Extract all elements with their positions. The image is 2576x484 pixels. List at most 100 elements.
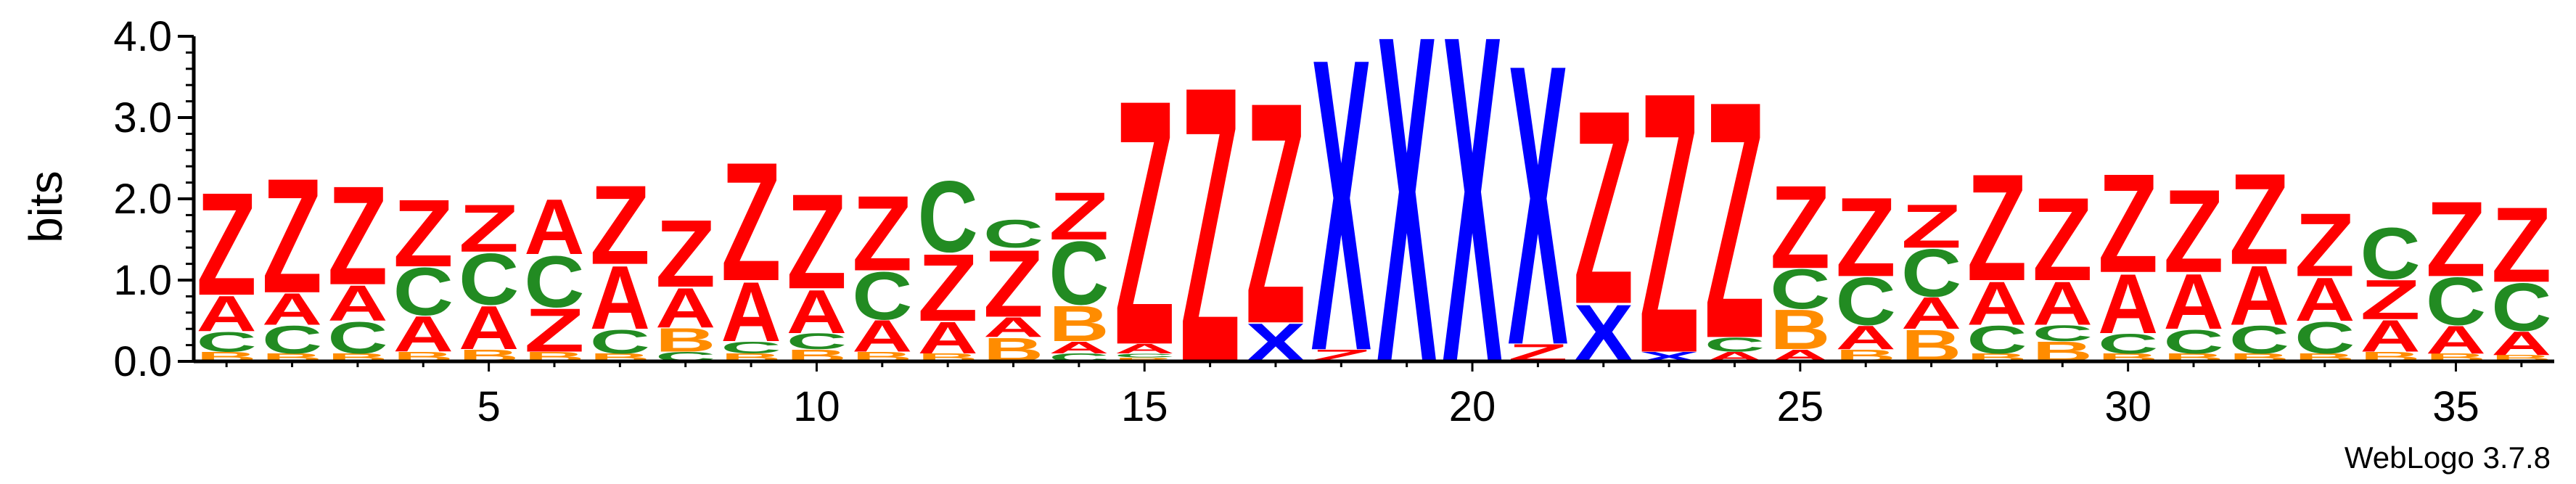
- glyph-c-pos-32: C: [2229, 318, 2289, 362]
- glyph-c-pos-9: C: [721, 338, 782, 357]
- glyph-c-pos-2: C: [262, 318, 322, 362]
- glyph-c-pos-4: C: [393, 254, 454, 329]
- glyph-x-pos-19: X: [1377, 0, 1437, 461]
- glyph-z-pos-25: Z: [1770, 160, 1830, 293]
- glyph-c-pos-36: C: [2491, 270, 2551, 345]
- y-tick-label: 1.0: [113, 257, 172, 304]
- glyph-a-pos-3: A: [327, 276, 387, 332]
- y-axis-title: bits: [20, 171, 72, 243]
- glyph-c-pos-14: C: [1049, 223, 1109, 324]
- x-tick-label: 25: [1777, 383, 1824, 430]
- glyph-z-pos-14: Z: [1049, 178, 1109, 254]
- glyph-z-pos-11: Z: [852, 173, 912, 293]
- y-tick-label: 0.0: [113, 338, 172, 385]
- glyph-z-pos-32: Z: [2229, 147, 2289, 292]
- glyph-z-pos-27: Z: [1901, 192, 1961, 261]
- glyph-z-pos-16: Z: [1180, 5, 1240, 446]
- glyph-a-pos-35: A: [2426, 318, 2486, 362]
- glyph-z-pos-3: Z: [327, 156, 387, 314]
- glyph-a-pos-31: A: [2163, 258, 2223, 345]
- glyph-b-pos-25: B: [1770, 298, 1830, 361]
- glyph-x-pos-20: X: [1442, 0, 1503, 461]
- glyph-c-pos-25: C: [1770, 258, 1830, 321]
- glyph-c-pos-7: C: [590, 322, 650, 361]
- glyph-a-pos-28: A: [1966, 269, 2027, 338]
- glyph-c-pos-34: C: [2360, 212, 2421, 294]
- y-tick-label: 3.0: [113, 94, 172, 141]
- glyph-a-pos-8: A: [655, 276, 715, 339]
- glyph-z-pos-29: Z: [2033, 173, 2093, 305]
- glyph-c-pos-11: C: [852, 258, 912, 334]
- glyph-c-pos-24: C: [1705, 333, 1765, 356]
- glyph-a-pos-13: A: [983, 312, 1043, 343]
- x-tick-label: 10: [793, 383, 840, 430]
- glyph-x-pos-21: X: [1508, 0, 1569, 429]
- glyph-b-pos-14: B: [1049, 296, 1109, 353]
- glyph-a-pos-11: A: [852, 311, 912, 361]
- glyph-z-pos-24: Z: [1705, 30, 1765, 409]
- glyph-a-pos-1: A: [197, 286, 257, 343]
- glyph-c-pos-31: C: [2163, 322, 2223, 361]
- glyph-x-pos-18: X: [1311, 0, 1372, 438]
- glyph-a-pos-7: A: [590, 247, 650, 348]
- glyph-z-pos-17: Z: [1245, 37, 1305, 390]
- glyph-z-pos-13: Z: [983, 231, 1043, 337]
- glyph-z-pos-5: Z: [459, 190, 519, 266]
- glyph-c-pos-3: C: [327, 312, 387, 363]
- glyph-a-pos-29: A: [2033, 269, 2093, 338]
- glyph-z-pos-6: Z: [524, 296, 584, 366]
- glyph-c-pos-15: C: [1115, 352, 1175, 358]
- glyph-a-pos-34: A: [2360, 311, 2421, 361]
- glyph-a-pos-14: A: [1049, 338, 1109, 357]
- glyph-layer: BCAZBCAZBCAZBACZBACZBZCABCAZCBAZBCAZBCAZ…: [197, 0, 2552, 461]
- glyph-c-pos-5: C: [459, 238, 519, 320]
- glyph-z-pos-22: Z: [1573, 52, 1633, 361]
- glyph-a-pos-4: A: [393, 306, 454, 363]
- glyph-a-pos-27: A: [1901, 288, 1961, 339]
- glyph-a-pos-2: A: [262, 284, 322, 335]
- glyph-z-pos-36: Z: [2491, 185, 2551, 305]
- glyph-a-pos-33: A: [2294, 265, 2355, 334]
- glyph-z-pos-9: Z: [721, 128, 782, 316]
- y-ticks: 0.0 1.0 2.0 3.0 4.0: [113, 13, 194, 385]
- glyph-z-pos-35: Z: [2426, 179, 2486, 299]
- glyph-c-pos-35: C: [2426, 264, 2486, 340]
- glyph-z-pos-28: Z: [1966, 143, 2027, 313]
- glyph-a-pos-32: A: [2229, 248, 2289, 343]
- glyph-c-pos-26: C: [1836, 264, 1896, 340]
- glyph-a-pos-12: A: [918, 312, 978, 363]
- glyph-a-pos-9: A: [721, 264, 782, 359]
- glyph-c-pos-1: C: [197, 327, 257, 358]
- glyph-c-pos-28: C: [1966, 318, 2027, 362]
- glyph-z-pos-4: Z: [393, 181, 454, 287]
- glyph-b-pos-8: B: [655, 321, 715, 359]
- glyph-c-pos-12: C: [918, 160, 978, 274]
- glyph-a-pos-6: A: [524, 183, 584, 271]
- glyph-a-pos-5: A: [459, 293, 519, 362]
- glyph-z-pos-8: Z: [655, 201, 715, 308]
- glyph-a-pos-36: A: [2491, 324, 2551, 363]
- x-tick-label: 30: [2104, 383, 2152, 430]
- glyph-c-pos-33: C: [2294, 312, 2355, 363]
- y-tick-label: 2.0: [113, 176, 172, 223]
- glyph-c-pos-30: C: [2098, 328, 2158, 359]
- x-tick-label: 20: [1449, 383, 1496, 430]
- x-tick-label: 5: [477, 383, 500, 430]
- glyph-c-pos-6: C: [524, 240, 584, 322]
- y-tick-label: 4.0: [113, 13, 172, 60]
- glyph-c-pos-27: C: [1901, 236, 1961, 311]
- glyph-z-pos-31: Z: [2163, 165, 2223, 298]
- glyph-a-pos-15: A: [1115, 341, 1175, 356]
- glyph-z-pos-33: Z: [2294, 194, 2355, 295]
- glyph-z-pos-1: Z: [197, 162, 257, 326]
- x-tick-label: 35: [2432, 383, 2479, 430]
- glyph-c-pos-13: C: [983, 212, 1043, 256]
- glyph-z-pos-7: Z: [590, 162, 650, 288]
- glyph-z-pos-12: Z: [918, 235, 978, 342]
- glyph-z-pos-34: Z: [2360, 268, 2421, 331]
- glyph-a-pos-10: A: [787, 277, 847, 346]
- glyph-z-pos-2: Z: [262, 144, 322, 327]
- glyph-z-pos-23: Z: [1639, 15, 1699, 431]
- glyph-a-pos-30: A: [2098, 256, 2158, 351]
